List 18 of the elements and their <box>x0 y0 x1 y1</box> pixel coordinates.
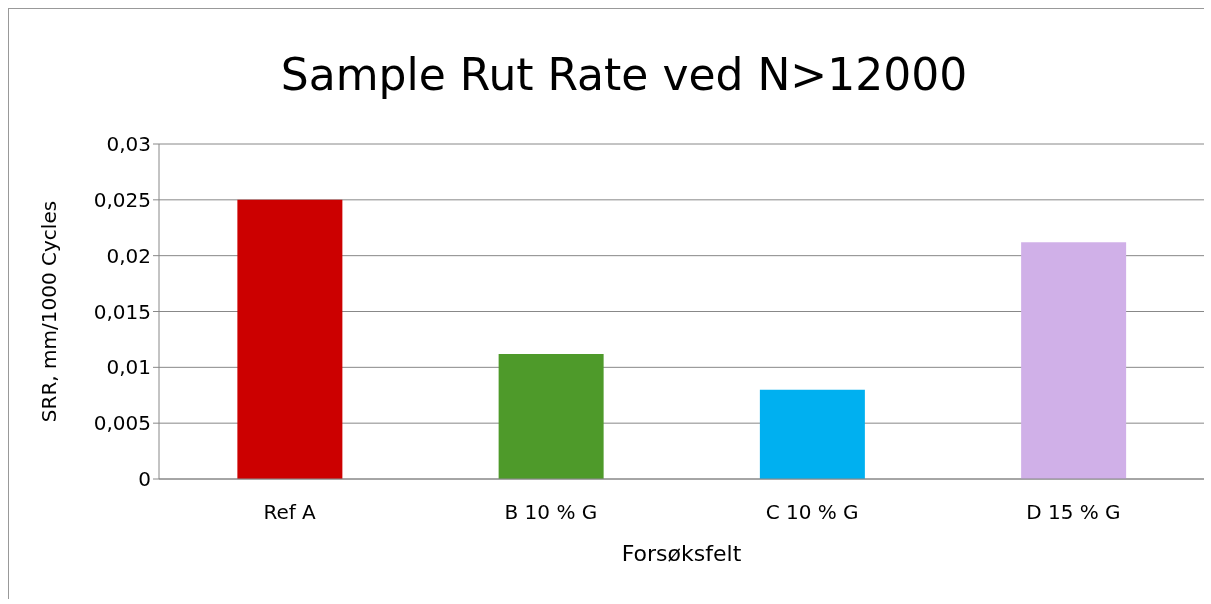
bar <box>759 389 865 479</box>
y-tick-label: 0,02 <box>106 243 151 268</box>
bar <box>237 199 343 479</box>
x-tick-label: D 15 % G <box>1026 500 1121 525</box>
y-axis-title: SRR, mm/1000 Cycles <box>37 200 62 423</box>
bar <box>1021 242 1127 479</box>
bar <box>498 353 604 479</box>
x-tick-label: C 10 % G <box>765 500 859 525</box>
y-tick-label: 0,015 <box>93 299 151 324</box>
y-tick-label: 0,005 <box>93 411 151 436</box>
chart-title: Sample Rut Rate ved N>12000 <box>279 49 969 100</box>
y-tick-label: 0,03 <box>106 132 151 157</box>
y-tick-label: 0 <box>138 467 151 492</box>
y-tick-label: 0,01 <box>106 355 151 380</box>
y-tick-label: 0,025 <box>93 187 151 212</box>
x-tick-label: Ref A <box>263 500 317 525</box>
x-tick-label: B 10 % G <box>504 500 598 525</box>
x-axis-title: Forsøksfelt <box>621 541 742 566</box>
